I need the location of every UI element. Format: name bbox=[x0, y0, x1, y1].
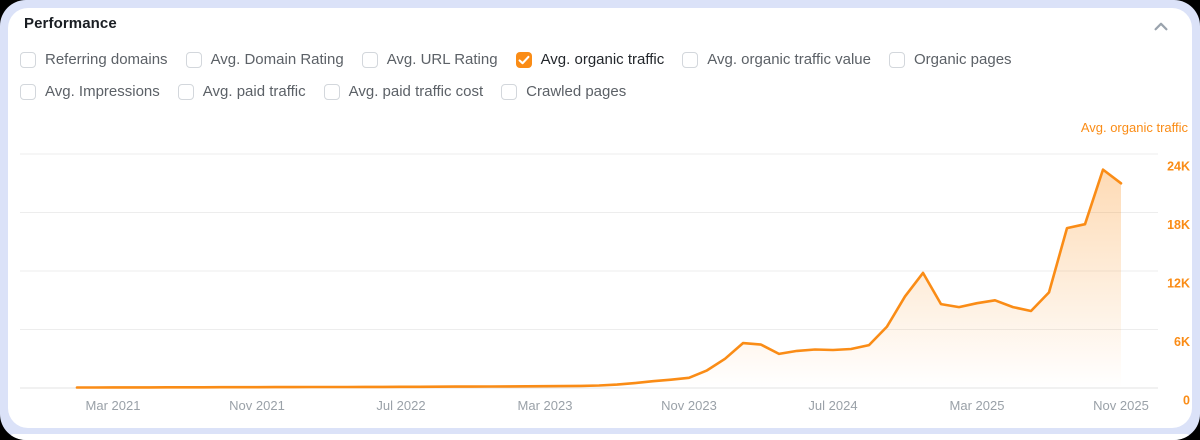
metric-toggle-referring-domains[interactable]: Referring domains bbox=[20, 50, 168, 70]
metric-label: Avg. paid traffic cost bbox=[348, 83, 484, 100]
metric-label: Organic pages bbox=[913, 51, 1012, 68]
chart-axis-title: Avg. organic traffic bbox=[1080, 120, 1188, 135]
metric-toggle-crawled-pages[interactable]: Crawled pages bbox=[501, 82, 626, 102]
metric-toggle-avg-paid-traffic-cost[interactable]: Avg. paid traffic cost bbox=[323, 82, 484, 102]
checkbox-avg-domain-rating[interactable] bbox=[185, 52, 202, 68]
checkbox-avg-impressions[interactable] bbox=[20, 84, 36, 100]
metric-label: Avg. paid traffic bbox=[202, 83, 306, 100]
checkbox-crawled-pages[interactable] bbox=[501, 84, 518, 100]
metric-label: Crawled pages bbox=[526, 83, 627, 100]
metric-label: Avg. URL Rating bbox=[386, 51, 498, 68]
metric-label: Avg. organic traffic bbox=[540, 51, 665, 68]
metric-toggles: Referring domains Avg. Domain Rating Avg. … bbox=[20, 50, 1012, 102]
checkbox-avg-url-rating[interactable] bbox=[361, 52, 378, 68]
metric-toggle-avg-impressions[interactable]: Avg. Impressions bbox=[20, 82, 160, 102]
metric-label: Referring domains bbox=[45, 51, 168, 68]
metric-toggle-avg-paid-traffic[interactable]: Avg. paid traffic bbox=[177, 82, 306, 102]
metric-toggle-avg-domain-rating[interactable]: Avg. Domain Rating bbox=[185, 50, 344, 70]
metric-label: Avg. Impressions bbox=[45, 83, 160, 100]
checkbox-referring-domains[interactable] bbox=[20, 52, 36, 68]
panel-title: Performance bbox=[24, 15, 117, 32]
collapse-panel-button[interactable] bbox=[1148, 14, 1174, 40]
metric-toggle-row: Referring domains Avg. Domain Rating Avg. … bbox=[20, 50, 1012, 70]
metric-toggle-organic-pages[interactable]: Organic pages bbox=[888, 50, 1012, 70]
metric-toggle-avg-organic-traffic[interactable]: Avg. organic traffic bbox=[515, 50, 665, 70]
checkbox-avg-organic-traffic-value[interactable] bbox=[682, 52, 699, 68]
checkmark-icon bbox=[518, 55, 530, 65]
metric-label: Avg. organic traffic value bbox=[707, 51, 871, 68]
metric-label: Avg. Domain Rating bbox=[210, 51, 344, 68]
next-panel-top-edge bbox=[8, 434, 1192, 440]
metric-toggle-avg-url-rating[interactable]: Avg. URL Rating bbox=[361, 50, 498, 70]
checkbox-avg-paid-traffic[interactable] bbox=[177, 84, 194, 100]
performance-panel: Performance Referring domains Avg. Domain… bbox=[8, 8, 1192, 428]
checked-checkbox-avg-organic-traffic[interactable] bbox=[515, 52, 532, 68]
metric-toggle-row: Avg. Impressions Avg. paid traffic Avg. pa… bbox=[20, 82, 1012, 102]
checkbox-organic-pages[interactable] bbox=[888, 52, 905, 68]
chevron-up-icon bbox=[1154, 22, 1168, 31]
checkbox-avg-paid-traffic-cost[interactable] bbox=[323, 84, 340, 100]
metric-toggle-avg-organic-traffic-value[interactable]: Avg. organic traffic value bbox=[682, 50, 871, 70]
